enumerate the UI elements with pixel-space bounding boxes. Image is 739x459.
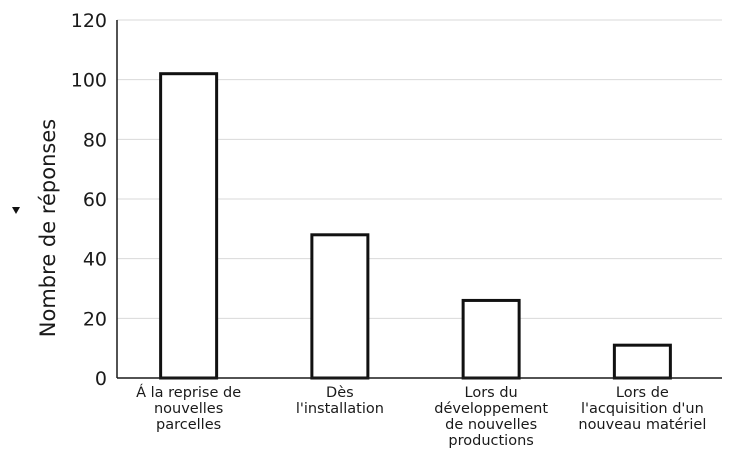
x-category-labels: Á la reprise de nouvelles parcelles Dès l'in… [136,384,706,449]
x-category-label-line: l'installation [296,401,384,417]
bar [461,298,521,380]
bar [159,72,219,380]
x-category-label: Lors de l'acquisition d'un nouveau matérie… [578,385,706,433]
x-category-label-line: productions [448,433,533,449]
x-category-label: Dès l'installation [296,385,384,417]
y-tick-labels: 0 20 40 60 80 100 120 [71,10,107,390]
y-tick-label: 120 [71,10,107,32]
x-category-label-line: parcelles [156,417,221,433]
y-tick-label: 20 [83,308,107,330]
x-category-label-line: Á la reprise de [136,384,241,401]
axes [116,20,722,379]
x-category-label-line: l'acquisition d'un [581,401,704,417]
x-category-label-line: nouvelles [154,401,223,417]
x-category-label-line: nouveau matériel [578,417,706,433]
y-tick-label: 0 [95,368,107,390]
y-tick-label: 60 [83,189,107,211]
x-category-label-line: développement [434,401,548,417]
bar [310,233,370,380]
bars [159,72,672,380]
x-category-label-line: Dès [326,385,354,401]
x-category-label-line: Lors de [616,385,669,401]
y-axis-title: Nombre de réponses [36,119,60,337]
y-tick-label: 40 [83,249,107,271]
triangle-down-icon [12,207,20,214]
y-tick-label: 80 [83,129,107,151]
x-category-label-line: Lors du [465,385,518,401]
x-category-label: Lors du développement de nouvelles producti… [434,385,548,449]
y-tick-label: 100 [71,70,107,92]
x-category-label-line: de nouvelles [445,417,537,433]
x-category-label: Á la reprise de nouvelles parcelles [136,384,241,433]
bar [612,343,672,380]
